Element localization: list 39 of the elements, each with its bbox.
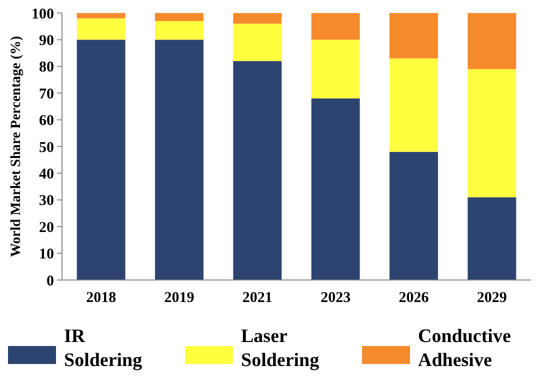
y-tick-label: 50 bbox=[39, 140, 54, 156]
bar bbox=[76, 13, 126, 18]
x-tick-label: 2019 bbox=[164, 290, 194, 306]
bar bbox=[76, 18, 126, 40]
bar bbox=[233, 61, 282, 280]
bar bbox=[155, 21, 204, 40]
y-tick-label: 40 bbox=[39, 166, 54, 182]
legend-label: Laser Soldering bbox=[241, 326, 320, 371]
y-tick-label: 100 bbox=[32, 6, 54, 22]
bar bbox=[468, 69, 516, 198]
y-tick-label: 10 bbox=[39, 246, 54, 263]
bar bbox=[155, 40, 204, 280]
bar bbox=[390, 13, 438, 58]
legend-label: IR Soldering bbox=[64, 326, 143, 371]
bar bbox=[311, 40, 360, 98]
bar bbox=[311, 13, 360, 40]
bar bbox=[390, 152, 438, 280]
x-tick-label: 2026 bbox=[398, 290, 430, 306]
y-tick-label: 0 bbox=[46, 273, 54, 290]
bar bbox=[155, 13, 204, 22]
bar bbox=[468, 197, 516, 280]
bar bbox=[468, 13, 516, 70]
bar bbox=[311, 98, 360, 280]
y-tick-label: 80 bbox=[39, 60, 54, 76]
x-tick-label: 2029 bbox=[476, 290, 507, 306]
y-tick-label: 70 bbox=[39, 86, 54, 102]
y-tick-label: 30 bbox=[39, 193, 54, 210]
x-tick-label: 2021 bbox=[242, 290, 272, 306]
y-tick-label: 90 bbox=[39, 32, 54, 49]
x-tick-label: 2023 bbox=[320, 290, 351, 306]
bar bbox=[76, 40, 126, 280]
legend-label: Conductive Adhesive bbox=[418, 326, 511, 371]
bar bbox=[390, 58, 438, 152]
y-tick-label: 60 bbox=[39, 113, 54, 130]
y-tick-label: 20 bbox=[39, 220, 54, 236]
bar bbox=[233, 13, 282, 24]
x-tick-label: 2018 bbox=[86, 290, 116, 306]
y-axis-title: World Market Share Percentage (%) bbox=[9, 36, 24, 258]
bar bbox=[233, 24, 282, 62]
